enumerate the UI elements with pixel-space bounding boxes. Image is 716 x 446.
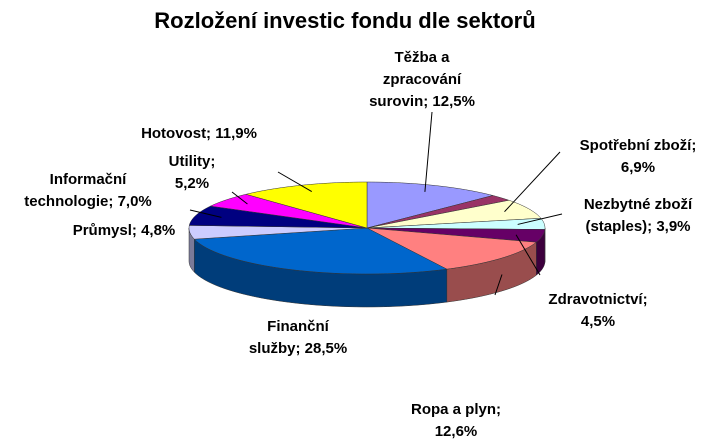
data-label: Finanční [267, 318, 330, 335]
data-label: Nezbytné zboží [584, 196, 693, 213]
slice [366, 227, 537, 270]
data-label: Hotovost; 11,9% [141, 125, 257, 142]
data-label: surovin; 12,5% [369, 93, 475, 110]
slice [366, 200, 542, 229]
data-label: Utility; [169, 153, 216, 170]
data-label: Těžba a [394, 49, 450, 66]
data-label: Ropa a plyn; [411, 401, 501, 418]
slice [193, 227, 448, 275]
data-label: 12,6% [435, 423, 478, 440]
leader-line [504, 151, 561, 213]
data-label: 5,2% [175, 175, 209, 192]
data-label: 6,9% [621, 159, 655, 176]
leader-line [189, 209, 222, 218]
chart-title: Rozložení investic fondu dle sektorů [154, 8, 535, 33]
slice [366, 195, 510, 229]
slice [209, 194, 368, 229]
data-label: Spotřební zboží; [580, 137, 697, 154]
data-label: (staples); 3,9% [585, 218, 690, 235]
leader-line [517, 213, 563, 225]
leader-line [515, 234, 541, 276]
data-label: Zdravotnictví; [548, 291, 647, 308]
leader-line [494, 274, 503, 296]
data-label: technologie; 7,0% [24, 193, 152, 210]
leader-line [231, 191, 248, 205]
data-label: služby; 28,5% [249, 340, 347, 357]
leader-line [277, 171, 312, 193]
data-label: 4,5% [581, 313, 615, 330]
slice [188, 205, 368, 229]
leader-line [424, 111, 433, 192]
data-label: zpracování [383, 71, 462, 88]
slice [245, 181, 368, 229]
slice [366, 181, 493, 229]
slice [188, 225, 368, 240]
slice [366, 217, 546, 230]
data-label: Průmysl; 4,8% [73, 222, 176, 239]
data-label: Informační [50, 171, 128, 188]
